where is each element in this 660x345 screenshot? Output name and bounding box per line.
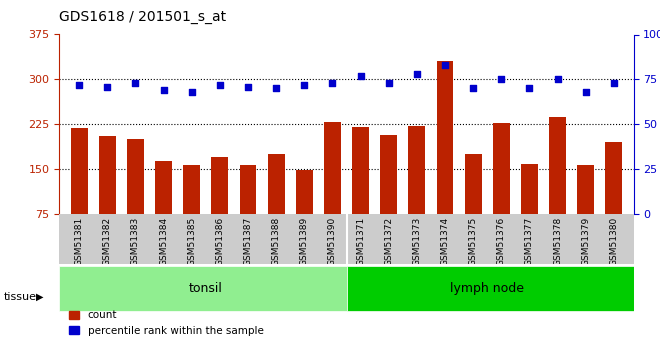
Text: tissue: tissue — [3, 292, 36, 302]
Text: GSM51388: GSM51388 — [272, 216, 280, 266]
Text: GSM51378: GSM51378 — [553, 216, 562, 266]
Text: tonsil: tonsil — [189, 283, 222, 295]
Point — [130, 80, 141, 86]
Bar — [436, 61, 453, 259]
Bar — [521, 164, 538, 259]
Point — [609, 80, 619, 86]
Bar — [296, 170, 313, 259]
Bar — [324, 122, 341, 259]
Bar — [155, 161, 172, 259]
Bar — [99, 136, 116, 259]
Text: GSM51389: GSM51389 — [300, 216, 309, 266]
Text: GSM51375: GSM51375 — [469, 216, 478, 266]
Point — [186, 89, 197, 95]
Text: ▶: ▶ — [36, 292, 44, 302]
Text: GSM51383: GSM51383 — [131, 216, 140, 266]
Text: GDS1618 / 201501_s_at: GDS1618 / 201501_s_at — [59, 10, 226, 24]
Bar — [409, 126, 425, 259]
Point — [581, 89, 591, 95]
Text: GSM51371: GSM51371 — [356, 216, 365, 266]
FancyBboxPatch shape — [59, 266, 346, 312]
Bar — [71, 128, 88, 259]
Bar — [268, 154, 284, 259]
Text: GSM51382: GSM51382 — [103, 216, 112, 266]
Text: GSM51377: GSM51377 — [525, 216, 534, 266]
Point — [440, 62, 450, 68]
Bar — [127, 139, 144, 259]
Bar — [211, 157, 228, 259]
Legend: count, percentile rank within the sample: count, percentile rank within the sample — [65, 306, 267, 340]
Bar — [380, 135, 397, 259]
Bar — [578, 165, 594, 259]
Text: lymph node: lymph node — [450, 283, 524, 295]
Point — [243, 84, 253, 89]
Text: GSM51390: GSM51390 — [328, 216, 337, 266]
Text: GSM51374: GSM51374 — [440, 216, 449, 266]
Point — [524, 86, 535, 91]
Text: GSM51384: GSM51384 — [159, 216, 168, 266]
Point — [496, 77, 507, 82]
Text: GSM51381: GSM51381 — [75, 216, 84, 266]
Point — [468, 86, 478, 91]
Text: GSM51373: GSM51373 — [412, 216, 421, 266]
Text: GSM51380: GSM51380 — [609, 216, 618, 266]
FancyBboxPatch shape — [346, 266, 634, 312]
Bar — [549, 117, 566, 259]
Bar — [465, 154, 482, 259]
Bar — [183, 165, 200, 259]
Point — [102, 84, 113, 89]
Text: GSM51386: GSM51386 — [215, 216, 224, 266]
Point — [552, 77, 563, 82]
Text: GSM51372: GSM51372 — [384, 216, 393, 266]
Point — [327, 80, 338, 86]
Text: GSM51379: GSM51379 — [581, 216, 590, 266]
Bar — [352, 127, 369, 259]
Bar — [605, 142, 622, 259]
Point — [383, 80, 394, 86]
Bar — [240, 165, 257, 259]
Point — [412, 71, 422, 77]
Text: GSM51376: GSM51376 — [497, 216, 506, 266]
Text: GSM51385: GSM51385 — [187, 216, 196, 266]
Bar — [493, 123, 510, 259]
Text: GSM51387: GSM51387 — [244, 216, 253, 266]
Point — [271, 86, 281, 91]
Point — [355, 73, 366, 79]
Point — [214, 82, 225, 88]
Point — [299, 82, 310, 88]
Point — [74, 82, 84, 88]
Point — [158, 87, 169, 93]
